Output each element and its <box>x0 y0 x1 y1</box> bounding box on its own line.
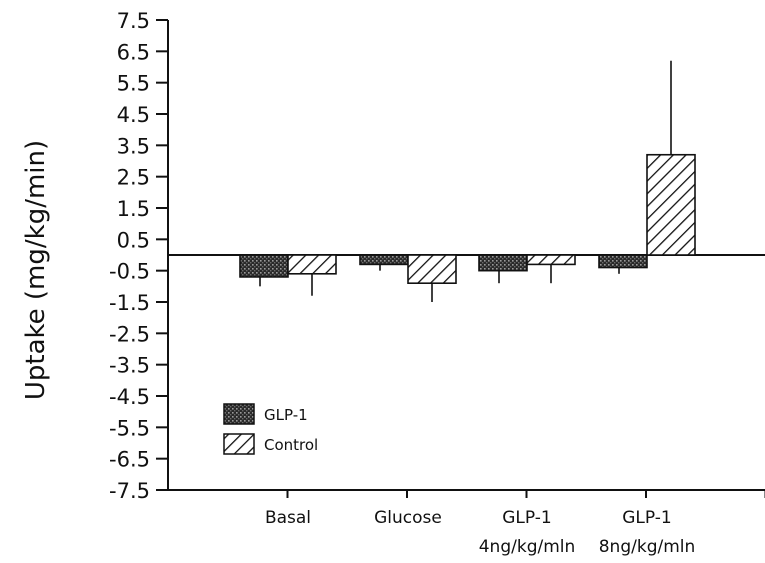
bar-glp1 <box>239 254 289 278</box>
y-tick-label: -3.5 <box>109 354 150 378</box>
bar-control <box>287 254 337 275</box>
bar-glp1 <box>359 254 409 266</box>
legend-swatch-glp1 <box>223 403 255 425</box>
legend-swatch-control <box>223 433 255 455</box>
y-tick-label: -1.5 <box>109 291 150 315</box>
legend-label-control: Control <box>264 436 318 454</box>
y-tick-label: 6.5 <box>117 40 150 64</box>
y-tick-label: 4.5 <box>117 103 150 127</box>
y-tick-label: 0.5 <box>117 228 150 252</box>
category-label: GLP-1 <box>502 508 551 528</box>
category-labels: Basal Glucose GLP-1 4ng/kg/mln GLP-1 8ng/kg/m… <box>265 508 695 557</box>
bar-control <box>526 254 576 266</box>
bar-control <box>646 153 696 256</box>
y-tick-label: 7.5 <box>117 9 150 33</box>
y-axis-label: Uptake (mg/kg/min) <box>21 140 51 400</box>
category-sublabel: 8ng/kg/mln <box>599 537 696 557</box>
y-tick-label: -6.5 <box>109 448 150 472</box>
bar-glp1 <box>478 254 528 272</box>
bar-glp1 <box>598 254 648 269</box>
y-tick-label: -7.5 <box>109 479 150 503</box>
y-tick-label: -2.5 <box>109 322 150 346</box>
y-tick-label: 5.5 <box>117 72 150 96</box>
category-label: GLP-1 <box>622 508 671 528</box>
y-axis: 7.5 6.5 5.5 4.5 3.5 2.5 1.5 0.5 -0.5 -1.5 -2.5 -3.5… <box>109 9 169 503</box>
legend-label-glp1: GLP-1 <box>264 406 308 424</box>
bar-control <box>407 254 457 285</box>
category-label: Glucose <box>374 508 442 528</box>
y-tick-label: -0.5 <box>109 260 150 284</box>
y-tick-label: 3.5 <box>117 134 150 158</box>
bars <box>239 60 696 302</box>
category-sublabel: 4ng/kg/mln <box>479 537 576 557</box>
category-label: Basal <box>265 508 311 528</box>
y-tick-label: -5.5 <box>109 416 150 440</box>
y-tick-label: 2.5 <box>117 166 150 190</box>
x-axis <box>168 254 765 498</box>
legend: GLP-1 Control <box>223 403 318 455</box>
y-tick-label: 1.5 <box>117 197 150 221</box>
y-tick-label: -4.5 <box>109 385 150 409</box>
